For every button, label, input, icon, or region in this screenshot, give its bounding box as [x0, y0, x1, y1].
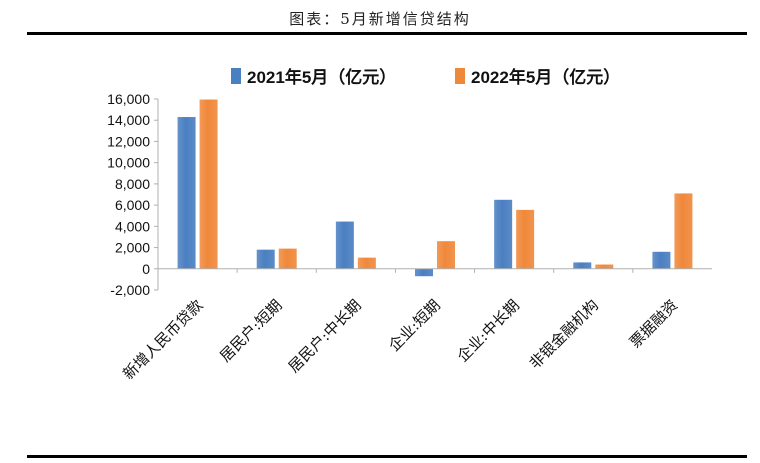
top-rule	[27, 32, 747, 35]
bar-2021-3	[415, 268, 433, 277]
category-label: 企业:短期	[385, 296, 444, 355]
y-tick-label: 14,000	[107, 112, 150, 128]
y-tick-label: 0	[142, 261, 150, 277]
y-tick-label: -2,000	[110, 282, 150, 298]
bar-2022-1	[278, 248, 297, 269]
bar-2022-4	[516, 209, 535, 269]
category-label: 居民户:短期	[216, 296, 285, 365]
bar-2021-1	[256, 249, 275, 269]
y-tick-label: 8,000	[115, 176, 150, 192]
bars	[177, 99, 693, 277]
bar-2022-5	[595, 264, 614, 269]
bar-2021-0	[177, 117, 196, 269]
x-axis: 新增人民币贷款 居民户:短期 居民户:中长期 企业:短期 企业:中长期 非银金融机构 票据融…	[119, 268, 712, 383]
bar-2022-3	[437, 241, 455, 269]
y-tick-label: 10,000	[107, 155, 150, 171]
bar-2021-2	[335, 221, 354, 269]
legend-swatch-2022	[455, 68, 465, 84]
y-tick-label: 4,000	[115, 218, 150, 234]
y-axis: -2,000 0 2,000 4,000 6,000 8,000 10,000 12,000 1…	[107, 91, 159, 298]
bottom-rule	[27, 455, 747, 458]
legend-swatch-2021	[231, 68, 241, 84]
legend: 2021年5月（亿元） 2022年5月（亿元）	[231, 67, 620, 87]
legend-label-2022: 2022年5月（亿元）	[471, 67, 620, 87]
category-label: 票据融资	[626, 296, 681, 351]
bar-2022-2	[357, 257, 376, 269]
bar-2021-6	[652, 251, 671, 269]
y-tick-label: 16,000	[107, 91, 150, 107]
bar-2022-0	[199, 99, 218, 269]
y-tick-label: 6,000	[115, 197, 150, 213]
bar-2022-6	[674, 193, 693, 269]
figure-title: 图表：5月新增信贷结构	[289, 10, 471, 28]
bar-2021-5	[573, 262, 592, 269]
category-label: 企业:中长期	[454, 296, 523, 365]
bar-2021-4	[494, 199, 513, 269]
category-label: 非银金融机构	[526, 296, 602, 372]
legend-label-2021: 2021年5月（亿元）	[247, 67, 396, 87]
y-tick-label: 2,000	[115, 240, 150, 256]
category-label: 居民户:中长期	[285, 296, 365, 376]
category-label: 新增人民币贷款	[119, 296, 206, 383]
y-tick-label: 12,000	[107, 133, 150, 149]
